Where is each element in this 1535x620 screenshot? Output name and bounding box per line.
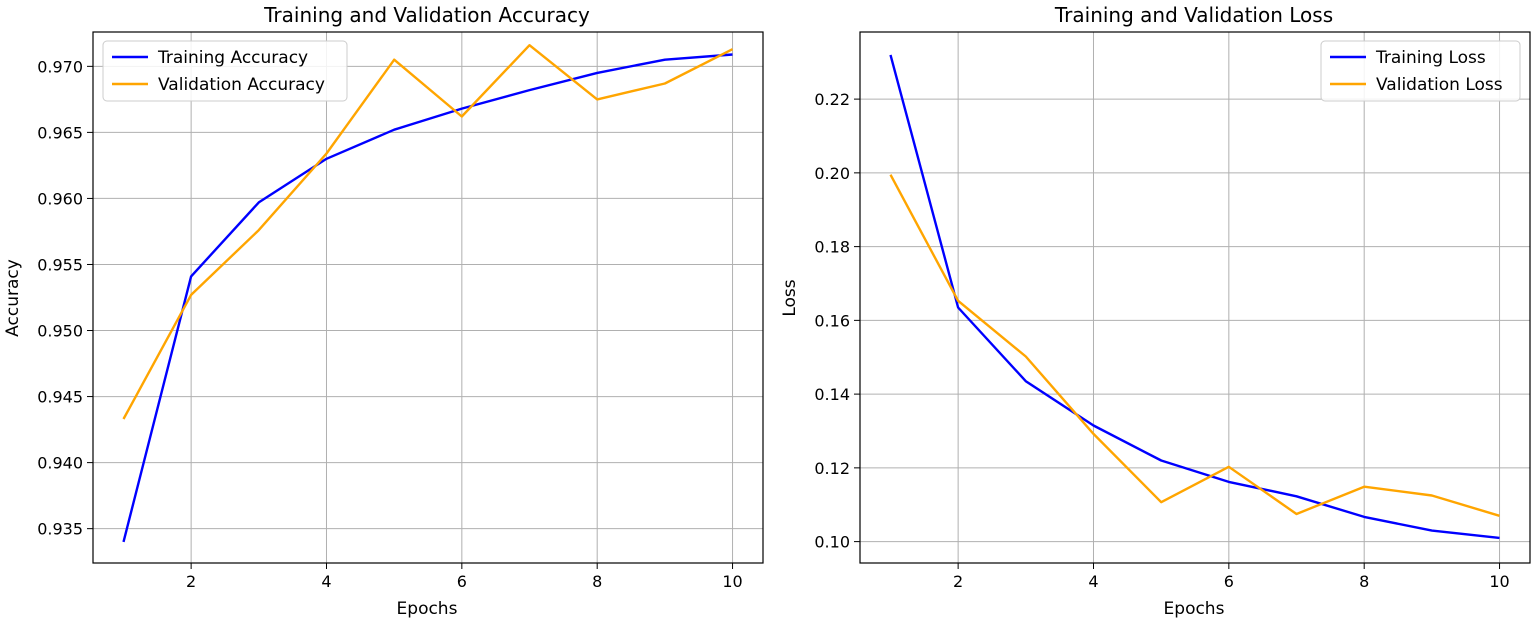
loss-legend-box	[1320, 40, 1521, 102]
loss-x-axis-label: Epochs	[1164, 599, 1225, 619]
accuracy-y-tick-label: 0.955	[37, 255, 83, 274]
loss-y-tick-label: 0.18	[814, 238, 850, 257]
validation-accuracy-line	[122, 44, 734, 420]
loss-x-tick-label: 10	[1489, 572, 1509, 591]
loss-y-tick-label: 0.10	[814, 533, 850, 552]
accuracy-chart: Training and Validation Accuracy Epochs …	[3, 3, 764, 619]
accuracy-grid	[93, 32, 763, 563]
loss-y-tick-label: 0.14	[814, 385, 850, 404]
accuracy-y-axis-label: Accuracy	[3, 259, 23, 337]
accuracy-chart-title: Training and Validation Accuracy	[263, 3, 590, 27]
accuracy-x-tick-label: 6	[457, 572, 467, 591]
loss-chart-title: Training and Validation Loss	[1054, 3, 1333, 27]
loss-chart: Training and Validation Loss Epochs Loss…	[780, 3, 1531, 619]
accuracy-legend-box	[102, 40, 348, 102]
loss-y-tick-label: 0.12	[814, 459, 850, 478]
loss-y-tick-label: 0.22	[814, 90, 850, 109]
training-accuracy-line	[122, 53, 733, 543]
accuracy-x-tick-label: 4	[321, 572, 331, 591]
loss-y-tick-label: 0.16	[814, 311, 850, 330]
accuracy-axes-frame	[92, 31, 764, 564]
loss-axes-frame	[859, 31, 1531, 564]
accuracy-y-tick-label: 0.950	[37, 322, 83, 341]
loss-grid	[860, 32, 1530, 563]
accuracy-legend: Training Accuracy Validation Accuracy	[102, 40, 348, 102]
accuracy-y-tick-label: 0.960	[37, 189, 83, 208]
loss-ticks: 2 4 6 8 10 0.10 0.12 0.14 0.16 0.18 0.20 0.22	[814, 90, 1509, 591]
training-loss-legend-label: Training Loss	[1375, 48, 1486, 68]
accuracy-y-tick-label: 0.945	[37, 388, 83, 407]
accuracy-x-tick-label: 8	[592, 572, 602, 591]
accuracy-y-tick-label: 0.970	[37, 57, 83, 76]
loss-x-tick-label: 6	[1224, 572, 1234, 591]
accuracy-y-tick-label: 0.940	[37, 454, 83, 473]
accuracy-ticks: 2 4 6 8 10 0.935 0.940 0.945 0.950 0.955 0.960 0.96…	[37, 57, 743, 591]
validation-accuracy-legend-label: Validation Accuracy	[158, 75, 325, 95]
accuracy-x-tick-label: 2	[186, 572, 196, 591]
accuracy-y-tick-label: 0.935	[37, 520, 83, 539]
training-accuracy-legend-label: Training Accuracy	[157, 48, 308, 68]
accuracy-x-axis-label: Epochs	[397, 599, 458, 619]
validation-loss-line	[889, 174, 1500, 517]
accuracy-y-tick-label: 0.965	[37, 123, 83, 142]
loss-x-tick-label: 2	[953, 572, 963, 591]
loss-x-tick-label: 8	[1359, 572, 1369, 591]
accuracy-x-tick-label: 10	[722, 572, 742, 591]
loss-legend: Training Loss Validation Loss	[1320, 40, 1521, 102]
validation-loss-legend-label: Validation Loss	[1376, 75, 1503, 95]
training-loss-line	[889, 54, 1500, 540]
loss-y-tick-label: 0.20	[814, 164, 850, 183]
loss-x-tick-label: 4	[1088, 572, 1098, 591]
loss-y-axis-label: Loss	[780, 279, 800, 316]
